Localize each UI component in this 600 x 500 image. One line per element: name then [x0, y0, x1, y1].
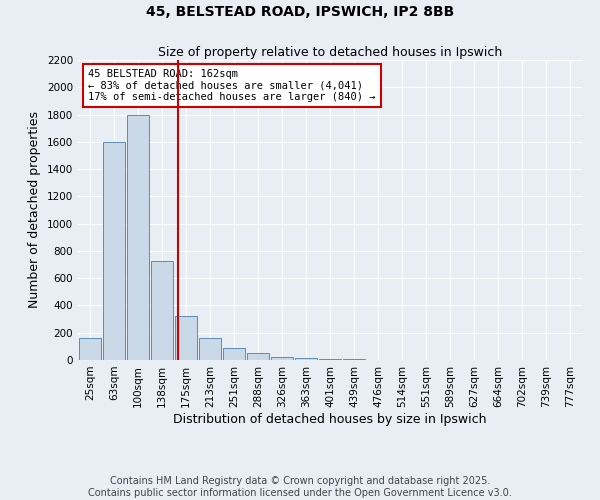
Title: Size of property relative to detached houses in Ipswich: Size of property relative to detached ho… [158, 46, 502, 59]
Bar [151, 261, 173, 360]
Bar [247, 354, 269, 360]
Text: Contains HM Land Registry data © Crown copyright and database right 2025.
Contai: Contains HM Land Registry data © Crown c… [88, 476, 512, 498]
Bar [175, 316, 197, 360]
Bar [103, 142, 125, 360]
Text: 45 BELSTEAD ROAD: 162sqm
← 83% of detached houses are smaller (4,041)
17% of sem: 45 BELSTEAD ROAD: 162sqm ← 83% of detach… [88, 69, 376, 102]
Bar [199, 338, 221, 360]
Bar [223, 348, 245, 360]
Y-axis label: Number of detached properties: Number of detached properties [28, 112, 41, 308]
Bar [127, 114, 149, 360]
Bar [319, 358, 341, 360]
Text: 45, BELSTEAD ROAD, IPSWICH, IP2 8BB: 45, BELSTEAD ROAD, IPSWICH, IP2 8BB [146, 5, 454, 19]
Bar [271, 356, 293, 360]
Bar [295, 358, 317, 360]
X-axis label: Distribution of detached houses by size in Ipswich: Distribution of detached houses by size … [173, 412, 487, 426]
Bar [79, 338, 101, 360]
